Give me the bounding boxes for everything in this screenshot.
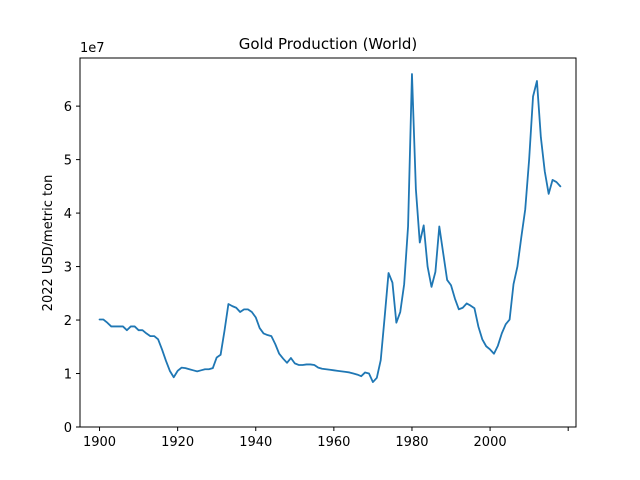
- y-tick-label: 5: [64, 154, 72, 169]
- plot-frame: [79, 57, 577, 428]
- series-line: [98, 73, 562, 383]
- y-tick-label: 4: [64, 207, 72, 222]
- x-tick-label: 2000: [474, 435, 507, 450]
- chart-title: Gold Production (World): [239, 35, 418, 53]
- y-axis-ticks: 0 1 2 3 4 5 6: [64, 100, 80, 436]
- series-group: [98, 73, 562, 383]
- x-tick-label: 1900: [83, 435, 116, 450]
- y-axis-offset-label: 1e7: [80, 41, 105, 56]
- x-tick-label: 1960: [317, 435, 350, 450]
- y-tick-label: 6: [64, 100, 72, 115]
- y-tick-label: 2: [64, 314, 72, 329]
- y-tick-label: 3: [64, 261, 72, 276]
- y-tick-label: 1: [64, 368, 72, 383]
- y-tick-label: 0: [64, 421, 72, 436]
- x-tick-label: 1940: [239, 435, 272, 450]
- y-axis-label: 2022 USD/metric ton: [41, 175, 56, 312]
- x-tick-label: 1920: [161, 435, 194, 450]
- x-tick-label: 1980: [395, 435, 428, 450]
- x-axis-ticks: 1900 1920 1940 1960 1980 2000: [83, 427, 569, 450]
